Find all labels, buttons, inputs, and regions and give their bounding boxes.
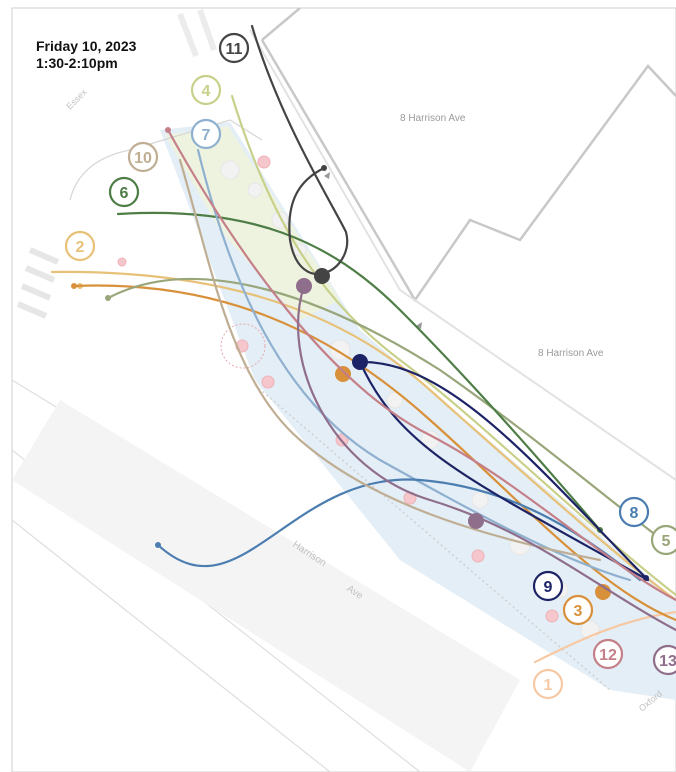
trajectory-arrowhead-8 xyxy=(155,542,161,548)
time-range-label: 1:30-2:10pm xyxy=(36,55,118,71)
stop-marker-9 xyxy=(352,354,368,370)
track-badge-label: 4 xyxy=(202,83,211,100)
track-badge-7[interactable]: 7 xyxy=(190,118,222,150)
crosswalk-essex xyxy=(16,247,60,319)
stop-marker-3 xyxy=(335,366,351,382)
trajectory-line-3 xyxy=(72,284,676,622)
track-badge-circle xyxy=(64,230,96,262)
track-badge-circle xyxy=(650,524,676,556)
track-badge-circle xyxy=(190,74,222,106)
track-badge-10[interactable]: 10 xyxy=(127,141,159,173)
trajectory-arrowhead-3 xyxy=(71,283,77,289)
building-label-mid: 8 Harrison Ave xyxy=(538,348,604,359)
track-badge-1[interactable]: 1 xyxy=(532,668,564,700)
track-badge-circle xyxy=(592,638,624,670)
track-badge-label: 3 xyxy=(574,603,583,620)
crosswalk-top xyxy=(177,9,217,58)
trajectory-line-5 xyxy=(106,278,676,552)
track-badge-label: 5 xyxy=(662,533,671,550)
planter-dots xyxy=(117,155,559,623)
track-badge-circle xyxy=(532,668,564,700)
track-badge-label: 12 xyxy=(599,647,617,664)
date-time-header: Friday 10, 2023 1:30-2:10pm xyxy=(36,38,136,72)
trajectory-line-13 xyxy=(296,284,676,632)
trajectory-arrowhead-12 xyxy=(165,127,171,133)
trajectory-arrowhead-5 xyxy=(105,295,111,301)
trajectory-layer xyxy=(50,24,676,664)
building-entrances xyxy=(324,172,422,329)
stop-marker-11 xyxy=(314,268,330,284)
track-badge-circle xyxy=(190,118,222,150)
track-badge-label: 1 xyxy=(544,677,553,694)
track-badge-label: 9 xyxy=(544,579,553,596)
building-label-top: 8 Harrison Ave xyxy=(400,113,466,124)
track-badge-label: 6 xyxy=(120,185,129,202)
track-badge-2[interactable]: 2 xyxy=(64,230,96,262)
stop-marker-13 xyxy=(296,278,312,294)
date-label: Friday 10, 2023 xyxy=(36,38,137,54)
track-badge-3[interactable]: 3 xyxy=(562,594,594,626)
trajectory-line-6 xyxy=(116,211,602,532)
track-badge-6[interactable]: 6 xyxy=(108,176,140,208)
trajectory-line-10 xyxy=(178,158,602,562)
tree-canopy xyxy=(220,323,266,369)
track-badge-circle xyxy=(532,570,564,602)
track-badge-label: 10 xyxy=(134,150,152,167)
track-badge-circle xyxy=(108,176,140,208)
stop-marker-13-b xyxy=(468,513,484,529)
track-badge-circle xyxy=(618,496,650,528)
street-shade xyxy=(12,400,520,772)
track-badge-circle xyxy=(652,644,676,676)
track-badge-circle xyxy=(127,141,159,173)
track-badge-label: 8 xyxy=(630,505,639,522)
trajectory-line-11 xyxy=(250,24,349,276)
trajectory-arrowhead-11 xyxy=(321,165,327,171)
track-badge-11[interactable]: 11 xyxy=(218,32,250,64)
track-badge-4[interactable]: 4 xyxy=(190,74,222,106)
plaza-curb xyxy=(254,384,611,691)
trajectory-line-12 xyxy=(166,128,676,602)
trajectory-line-9 xyxy=(358,360,650,582)
track-badge-circle xyxy=(218,32,250,64)
track-badge-label: 11 xyxy=(226,41,243,58)
track-badge-circle xyxy=(562,594,594,626)
trajectory-line-1 xyxy=(533,610,676,664)
sidewalk-edge xyxy=(249,29,676,481)
track-badge-5[interactable]: 5 xyxy=(650,524,676,556)
track-badge-label: 13 xyxy=(659,653,676,670)
track-badge-9[interactable]: 9 xyxy=(532,570,564,602)
track-badge-13[interactable]: 13 xyxy=(652,644,676,676)
track-badge-label: 2 xyxy=(76,239,85,256)
trajectory-arrowhead-9 xyxy=(643,575,649,581)
track-badge-8[interactable]: 8 xyxy=(618,496,650,528)
track-badge-12[interactable]: 12 xyxy=(592,638,624,670)
building-outline xyxy=(260,8,676,303)
track-badge-label: 7 xyxy=(202,127,211,144)
trajectory-line-4 xyxy=(230,94,676,597)
